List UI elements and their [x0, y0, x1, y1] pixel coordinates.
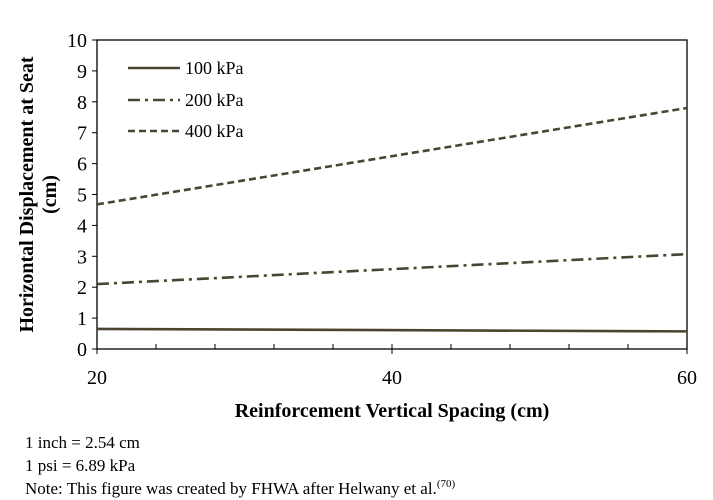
series-line-200-kpa [96, 252, 688, 286]
y-tick-label: 6 [77, 154, 87, 176]
legend-label: 100 kPa [185, 58, 244, 78]
y-tick-label: 0 [77, 339, 87, 361]
y-tick-label: 3 [77, 246, 87, 268]
x-tick-label: 60 [677, 367, 697, 389]
x-tick-label: 40 [382, 367, 402, 389]
y-tick-label: 5 [77, 185, 87, 207]
series-line-400-kpa [96, 106, 688, 206]
y-axis-title-line: Horizontal Displacement at Seat [16, 56, 38, 332]
figure-notes: 1 inch = 2.54 cm 1 psi = 6.89 kPa Note: … [25, 431, 455, 500]
note-source: Note: This figure was created by FHWA af… [25, 477, 455, 500]
y-tick-label: 9 [77, 61, 87, 83]
x-tick-label: 20 [87, 367, 107, 389]
line-chart: 0 1 2 3 4 5 6 7 8 9 10 20 40 60 Reinforcement Vertical… [16, 30, 697, 422]
y-tick-label: 7 [77, 123, 87, 145]
note-psi-conversion: 1 psi = 6.89 kPa [25, 456, 136, 475]
y-tick-label: 4 [77, 215, 87, 237]
legend-label: 400 kPa [185, 121, 244, 141]
note-source-text: Note: This figure was created by FHWA af… [25, 479, 437, 498]
x-axis-title: Reinforcement Vertical Spacing (cm) [235, 400, 550, 422]
y-axis-title-line: (cm) [39, 175, 61, 214]
note-source-reference: (70) [436, 478, 456, 490]
note-inch-conversion: 1 inch = 2.54 cm [25, 433, 140, 452]
plot-area-border [96, 39, 688, 350]
y-tick-label: 1 [77, 308, 87, 330]
series-line-100-kpa [96, 327, 688, 333]
y-tick-label: 2 [77, 277, 87, 299]
y-axis-title: Horizontal Displacement at Seat(cm) [16, 56, 61, 332]
y-tick-label: 10 [67, 30, 87, 52]
y-tick-label: 8 [77, 92, 87, 114]
legend-label: 200 kPa [185, 90, 244, 110]
